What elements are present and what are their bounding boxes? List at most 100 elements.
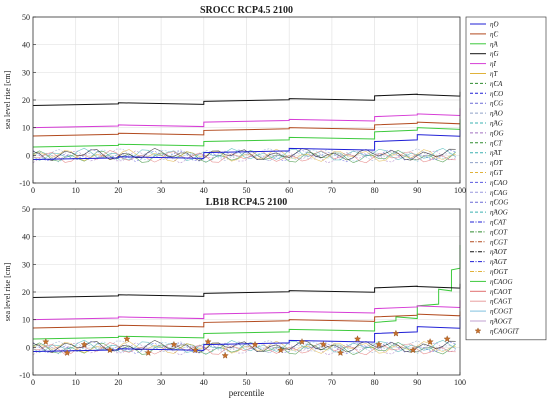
x-tick-label: 100 xyxy=(454,378,466,387)
y-tick-label: 10 xyxy=(22,124,30,133)
noise-series-line xyxy=(32,339,456,353)
legend-label: η̂C xyxy=(490,30,498,38)
y-tick-label: 10 xyxy=(22,316,30,325)
star-marker xyxy=(42,338,50,345)
star-marker xyxy=(106,346,114,354)
bottom-panel: 0 10 20 30 40 50 60 70 80 90 100-1001020304050LB18… xyxy=(3,197,466,398)
legend-label: η̂I xyxy=(490,60,496,68)
noise-series-line xyxy=(32,340,456,354)
legend-label: η̂CT xyxy=(490,139,503,147)
series-line xyxy=(32,119,461,148)
star-marker xyxy=(144,349,152,356)
x-tick-label: 40 xyxy=(200,378,208,387)
x-tick-label: 0 xyxy=(31,186,35,195)
star-marker xyxy=(336,349,345,356)
legend-label: η̂CAT xyxy=(490,219,507,227)
top-panel: 0 10 20 30 40 50 60 70 80 90 100-1001020304050SROC… xyxy=(3,5,466,195)
legend-star-marker xyxy=(474,327,482,334)
x-axis-label: percentile xyxy=(229,388,264,398)
y-tick-label: 50 xyxy=(22,205,30,214)
star-marker xyxy=(353,335,362,343)
legend-label: η̂AG xyxy=(490,120,503,128)
star-marker xyxy=(392,329,400,337)
legend-label: η̂CO xyxy=(490,90,503,98)
x-tick-label: 100 xyxy=(454,186,466,195)
x-tick-label: 50 xyxy=(243,378,251,387)
star-marker xyxy=(409,346,417,354)
x-tick-label: 20 xyxy=(114,378,122,387)
x-tick-label: 10 xyxy=(72,186,80,195)
noise-series-line xyxy=(32,147,456,161)
x-tick-label: 60 xyxy=(285,378,293,387)
x-tick-label: 80 xyxy=(371,186,379,195)
legend: η̂Oη̂Cη̂Aη̂Gη̂Iη̂Tη̂CAη̂COη̂CGη̂AOη̂AGη̂… xyxy=(465,16,547,341)
legend-label: η̂OGT xyxy=(490,268,509,276)
x-tick-label: 10 xyxy=(72,378,80,387)
legend-label: η̂OG xyxy=(490,129,504,137)
x-tick-label: 40 xyxy=(200,186,208,195)
legend-label: η̂CAOG xyxy=(490,278,513,286)
chart-title: SROCC RCP4.5 2100 xyxy=(200,5,293,16)
x-tick-label: 0 xyxy=(31,378,35,387)
y-tick-label: -10 xyxy=(19,371,30,380)
x-tick-label: 80 xyxy=(371,378,379,387)
legend-label: η̂AOT xyxy=(490,248,508,256)
star-marker xyxy=(443,335,451,343)
x-tick-label: 70 xyxy=(328,186,336,195)
legend-label: η̂G xyxy=(490,50,499,58)
y-tick-label: 20 xyxy=(22,96,30,105)
y-tick-label: 30 xyxy=(22,68,30,77)
legend-label: η̂CAGT xyxy=(490,298,512,306)
series-line xyxy=(32,119,461,137)
legend-label: η̂AOGT xyxy=(490,318,513,326)
x-tick-label: 30 xyxy=(157,186,165,195)
y-axis-label: sea level rise [cm] xyxy=(3,70,12,129)
x-tick-label: 20 xyxy=(114,186,122,195)
x-tick-label: 50 xyxy=(243,186,251,195)
star-marker xyxy=(204,338,212,345)
legend-label: η̂COT xyxy=(490,228,508,236)
legend-label: η̂COG xyxy=(490,199,508,207)
noise-series-line xyxy=(32,150,456,164)
legend-label: η̂O xyxy=(490,21,499,29)
noise-series-line xyxy=(32,150,456,164)
y-tick-label: 0 xyxy=(26,343,30,352)
y-tick-label: 40 xyxy=(22,233,30,242)
y-tick-label: 40 xyxy=(22,41,30,50)
star-marker xyxy=(319,340,327,348)
series-line xyxy=(32,124,461,160)
star-marker xyxy=(123,335,131,343)
x-tick-label: 30 xyxy=(157,378,165,387)
noise-series-line xyxy=(32,147,456,161)
legend-box xyxy=(465,16,547,341)
noise-series-line xyxy=(32,149,456,163)
y-tick-label: 20 xyxy=(22,288,30,297)
series-line xyxy=(32,300,461,321)
x-tick-label: 70 xyxy=(328,378,336,387)
y-axis-label: sea level rise [cm] xyxy=(3,262,12,321)
star-marker xyxy=(191,346,199,354)
x-tick-label: 90 xyxy=(413,186,421,195)
noise-series-line xyxy=(32,342,456,356)
x-tick-label: 90 xyxy=(413,378,421,387)
legend-label: η̂T xyxy=(490,70,498,78)
x-tick-label: 60 xyxy=(285,186,293,195)
legend-label: η̂AO xyxy=(490,110,503,118)
legend-label: η̂CG xyxy=(490,100,503,108)
legend-label: η̂AT xyxy=(490,149,502,157)
legend-label: η̂CAOT xyxy=(490,288,512,296)
legend-label: η̂COGT xyxy=(490,308,513,316)
legend-label: η̂GT xyxy=(490,169,504,177)
legend-label: η̂AGT xyxy=(490,258,508,266)
star-marker xyxy=(375,340,383,348)
legend-label: η̂CAG xyxy=(490,189,507,197)
series-line xyxy=(32,316,461,352)
legend-label: η̂AOG xyxy=(490,209,508,217)
star-marker xyxy=(298,338,306,345)
y-tick-label: 0 xyxy=(26,151,30,160)
noise-series-line xyxy=(32,341,456,355)
y-tick-label: 30 xyxy=(22,260,30,269)
star-marker xyxy=(63,349,71,356)
star-marker xyxy=(251,340,259,348)
